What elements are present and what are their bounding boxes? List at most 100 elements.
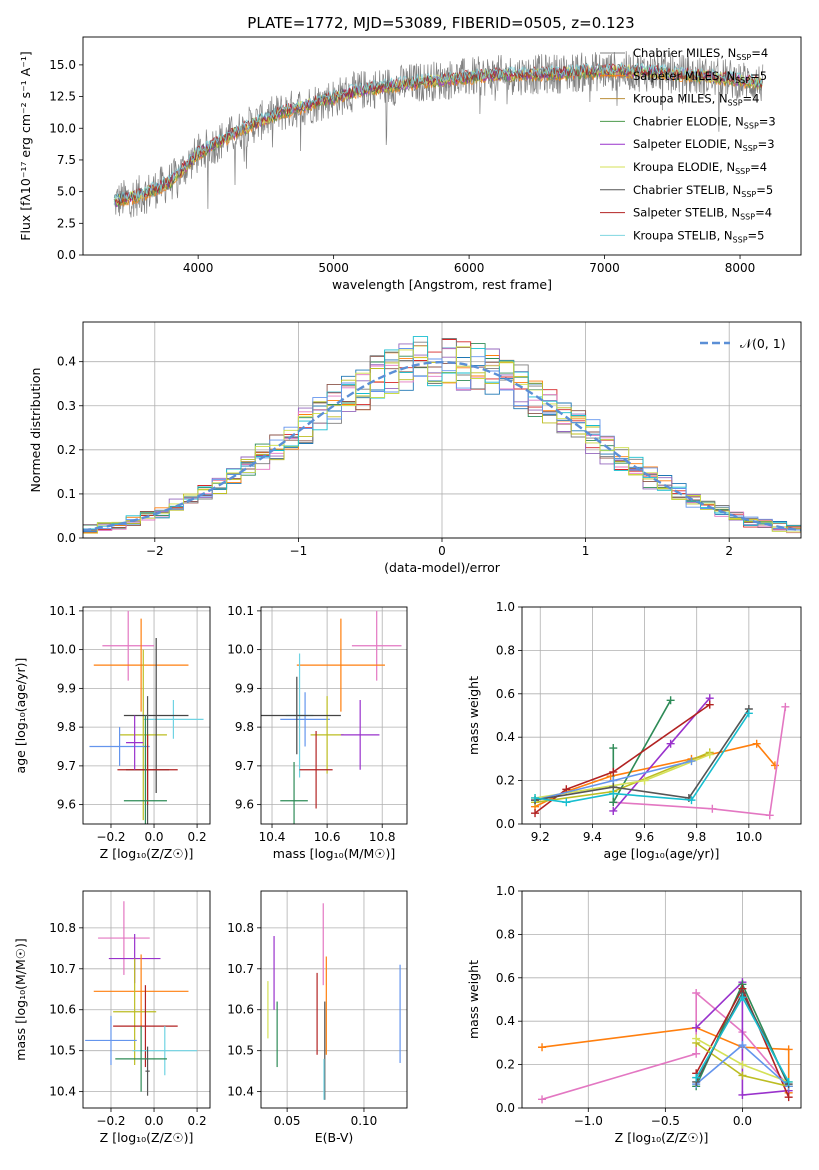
residual-histogram-xtick-label: 0 [438, 544, 446, 558]
z-weight-chart-xtick-label: −1.0 [574, 1114, 603, 1128]
z-weight-chart-series-line [695, 980, 789, 1096]
age-weight-chart-point-marker [744, 709, 753, 718]
z-mass-chart-xlabel: Z [log₁₀(Z/Z☉)] [100, 1130, 194, 1145]
age-weight-chart-series-line [534, 703, 711, 814]
ebv-mass-chart-plot-area [267, 903, 401, 1100]
residual-histogram-ytick-label: 0.3 [57, 399, 76, 413]
spectrum-model-line [113, 63, 763, 206]
z-mass-chart-xtick-label: 0.0 [144, 1114, 163, 1128]
ebv-mass-chart-ytick-label: 10.5 [227, 1044, 254, 1058]
z-weight-chart-point-marker [784, 1093, 793, 1102]
z-mass-chart-xtick-label: 0.2 [188, 1114, 207, 1128]
spectrum-chart-plot-area [113, 51, 764, 218]
mass-age-chart-ytick-label: 9.6 [235, 798, 254, 812]
age-weight-chart-point-marker [781, 702, 790, 711]
spectrum-chart-xtick-label: 6000 [454, 261, 485, 275]
legend-label: Chabrier MILES, NSSP=4 [633, 46, 768, 62]
age-weight-chart-xtick-label: 9.8 [687, 830, 706, 844]
spectrum-chart-panel: 4000 5000 6000 7000 8000 0.0 2.5 5.0 7.5 10.0 12.5… [18, 36, 802, 292]
age-weight-chart-point-marker [666, 739, 675, 748]
z-age-chart-xtick-label: 0.2 [188, 830, 207, 844]
z-age-chart-panel: −0.2 0.0 0.2 9.6 9.7 9.8 9.9 10.0 10.1 Z [log₁₀(Z… [13, 604, 211, 861]
spectrum-chart-ytick-label: 5.0 [57, 185, 76, 199]
age-weight-chart-point-marker [687, 796, 696, 805]
mass-age-chart-panel: 10.4 10.6 10.8 9.6 9.7 9.8 9.9 10.0 10.1 mass [lo… [227, 604, 408, 861]
z-age-chart-ytick-label: 9.8 [57, 720, 76, 734]
spectrum-chart-xtick-label: 4000 [183, 261, 214, 275]
legend-label: Kroupa MILES, NSSP=4 [633, 92, 759, 108]
z-age-chart-ylabel: age [log₁₀(age/yr)] [13, 658, 28, 774]
age-weight-chart-point-marker [640, 776, 649, 785]
residual-histogram-xtick-label: −2 [146, 544, 164, 558]
spectrum-model-line [113, 62, 763, 205]
z-age-chart-xtick-label: 0.0 [144, 830, 163, 844]
mass-age-chart-xtick-label: 10.6 [314, 830, 341, 844]
z-age-chart-xlabel: Z [log₁₀(Z/Z☉)] [100, 846, 194, 861]
age-weight-chart-series-line [534, 708, 750, 801]
mass-age-chart-frame [260, 606, 408, 825]
z-weight-chart-ytick-label: 0.6 [496, 971, 515, 985]
spectrum-chart-xtick-label: 5000 [318, 261, 349, 275]
ebv-mass-chart-frame [260, 890, 408, 1109]
z-weight-chart-point-marker [738, 1090, 747, 1099]
residual-histogram-xlabel: (data-model)/error [384, 560, 501, 575]
z-weight-chart-ytick-label: 1.0 [496, 884, 515, 898]
legend-label: 𝒩(0, 1) [740, 336, 786, 351]
residual-histogram-xtick-label: −1 [290, 544, 308, 558]
z-mass-chart-ytick-label: 10.4 [49, 1085, 76, 1099]
z-age-chart-ytick-label: 9.6 [57, 798, 76, 812]
z-weight-chart-point-marker [538, 1095, 547, 1104]
histogram-step-line [83, 338, 801, 532]
mass-age-chart-plot-area [261, 610, 402, 824]
age-weight-chart-ytick-label: 0.2 [496, 774, 515, 788]
age-weight-chart-series-line [613, 706, 787, 817]
age-weight-chart-point-marker [562, 798, 571, 807]
z-weight-chart-ytick-label: 0.0 [496, 1101, 515, 1115]
spectrum-chart-xtick-label: 7000 [589, 261, 620, 275]
age-weight-chart-xlabel: age [log₁₀(age/yr)] [604, 846, 720, 861]
mass-age-chart-ytick-label: 10.1 [227, 604, 254, 618]
residual-histogram-ytick-label: 0.1 [57, 487, 76, 501]
spectrum-chart-ytick-label: 10.0 [49, 121, 76, 135]
age-weight-chart-ytick-label: 0.4 [496, 730, 515, 744]
z-weight-chart-point-marker [738, 1041, 747, 1050]
z-mass-chart-ytick-label: 10.7 [49, 962, 76, 976]
z-age-chart-xtick-label: −0.2 [96, 830, 125, 844]
mass-age-chart-ytick-label: 9.9 [235, 681, 254, 695]
z-weight-chart-point-marker [738, 1060, 747, 1069]
spectrum-chart-ytick-label: 0.0 [57, 248, 76, 262]
z-weight-chart-ylabel: mass weight [466, 960, 481, 1039]
mass-age-chart-ytick-label: 10.0 [227, 643, 254, 657]
z-mass-chart-xtick-label: −0.2 [96, 1114, 125, 1128]
z-weight-chart-point-marker [784, 1045, 793, 1054]
spectrum-chart-title: PLATE=1772, MJD=53089, FIBERID=0505, z=0… [247, 14, 634, 32]
z-weight-chart-point-marker [738, 993, 747, 1002]
spectrum-chart-ytick-label: 12.5 [49, 90, 76, 104]
residual-histogram-panel: −2 −1 0 1 2 0.0 0.1 0.2 0.3 0.4 (data-model)/error… [28, 321, 802, 575]
z-weight-chart-point-marker [538, 1043, 547, 1052]
residual-histogram-ylabel: Normed distribution [28, 368, 43, 493]
age-weight-chart-frame [521, 606, 802, 825]
age-weight-chart-point-marker [609, 744, 618, 753]
residual-histogram-xtick-label: 2 [725, 544, 733, 558]
z-age-chart-ytick-label: 10.0 [49, 643, 76, 657]
age-weight-chart-xtick-label: 9.2 [531, 830, 550, 844]
ebv-mass-chart-ytick-label: 10.7 [227, 962, 254, 976]
age-weight-chart-ytick-label: 1.0 [496, 600, 515, 614]
spectrum-chart-ytick-label: 15.0 [49, 58, 76, 72]
spectrum-chart-xtick-label: 8000 [725, 261, 756, 275]
age-weight-chart-xtick-label: 10.0 [735, 830, 762, 844]
age-weight-chart-xtick-label: 9.4 [583, 830, 602, 844]
z-mass-chart-ytick-label: 10.6 [49, 1003, 76, 1017]
normal-reference-curve [83, 360, 801, 532]
age-weight-chart-point-marker [666, 696, 675, 705]
z-weight-chart-xlabel: Z [log₁₀(Z/Z☉)] [615, 1130, 709, 1145]
z-weight-chart-point-marker [692, 1049, 701, 1058]
age-weight-chart-xtick-label: 9.6 [635, 830, 654, 844]
age-weight-chart-point-marker [609, 767, 618, 776]
z-weight-chart-ytick-label: 0.2 [496, 1058, 515, 1072]
age-weight-chart-point-marker [705, 700, 714, 709]
histogram-step-line [83, 346, 801, 534]
z-weight-chart-panel: −1.0 −0.5 0.0 0.0 0.2 0.4 0.6 0.8 1.0 Z [log₁₀(Z/… [466, 884, 802, 1145]
